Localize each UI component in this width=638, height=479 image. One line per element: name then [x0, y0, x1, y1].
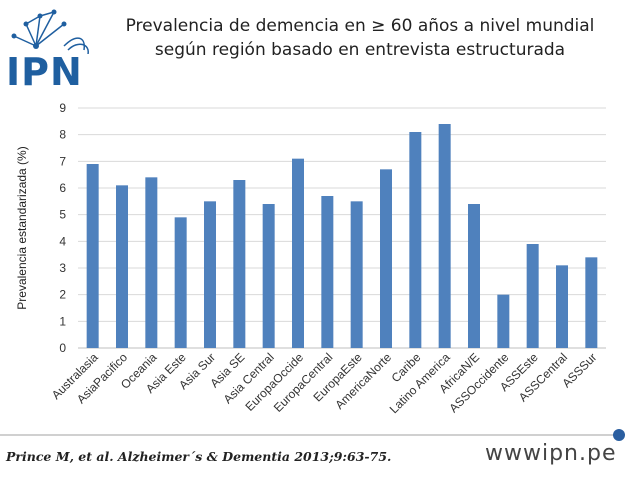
- bar: [585, 257, 598, 348]
- y-tick-label: 2: [59, 288, 66, 302]
- y-tick-label: 0: [59, 341, 66, 355]
- title-line-2: según región basado en entrevista estruc…: [154, 40, 566, 60]
- bar: [438, 124, 451, 348]
- y-tick-label: 8: [59, 128, 66, 142]
- bar: [468, 204, 480, 348]
- footer-dot-icon: [613, 429, 625, 441]
- bar: [233, 180, 246, 348]
- bar: [116, 185, 128, 348]
- y-tick-label: 7: [59, 154, 66, 168]
- bar: [556, 265, 568, 348]
- footer-divider: [0, 434, 620, 436]
- website-label: wwwipn.pe: [485, 441, 617, 466]
- y-tick-label: 6: [59, 181, 66, 195]
- bar: [86, 164, 99, 348]
- bar: [321, 196, 334, 348]
- bar: [526, 244, 539, 348]
- bar: [145, 177, 158, 348]
- bar: [174, 217, 187, 348]
- y-tick-label: 5: [59, 208, 66, 222]
- bar: [204, 201, 216, 348]
- y-tick-label: 3: [59, 261, 66, 275]
- network-head-logo-icon: [11, 9, 89, 55]
- ipn-logo: IPN: [6, 6, 106, 94]
- bar: [380, 169, 392, 348]
- y-tick-label: 9: [59, 101, 66, 115]
- logo-text: IPN: [6, 50, 83, 94]
- bar: [497, 294, 510, 348]
- y-axis-label: Prevalencia estandarizada (%): [15, 146, 29, 309]
- y-tick-label: 4: [59, 234, 66, 248]
- bar: [409, 132, 422, 348]
- bar: [292, 158, 304, 348]
- citation: Prince M, et al. Alzheimer´s & Dementia …: [6, 449, 392, 464]
- title-line-1: Prevalencia de demencia en ≥ 60 años a n…: [125, 16, 595, 36]
- bar: [350, 201, 363, 348]
- y-tick-label: 1: [59, 314, 66, 328]
- bar: [262, 204, 275, 348]
- bar-chart: 0123456789AustralasiaAsiaPacificoOceania…: [15, 101, 606, 416]
- chart-title: Prevalencia de demencia en ≥ 60 años a n…: [110, 14, 610, 62]
